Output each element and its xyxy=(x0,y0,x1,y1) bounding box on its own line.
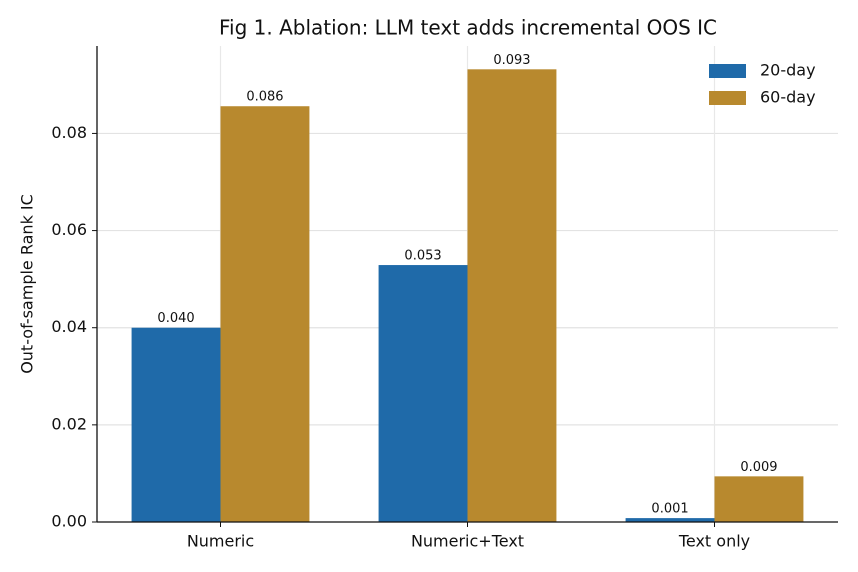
legend-swatch xyxy=(709,91,746,105)
value-label: 0.001 xyxy=(651,502,688,517)
y-tick-label: 0.00 xyxy=(51,512,87,531)
legend-swatch xyxy=(709,64,746,78)
bar xyxy=(131,327,221,522)
legend-label: 20-day xyxy=(760,61,816,80)
x-tick-label: Text only xyxy=(678,532,750,551)
x-tick-label: Numeric xyxy=(187,532,254,551)
x-tick-label: Numeric+Text xyxy=(411,532,524,551)
y-tick-label: 0.08 xyxy=(51,123,87,142)
bar xyxy=(220,106,310,522)
value-label: 0.009 xyxy=(740,460,777,475)
y-tick-label: 0.04 xyxy=(51,317,87,336)
bar xyxy=(625,518,715,522)
y-tick-label: 0.02 xyxy=(51,414,87,433)
legend-label: 60-day xyxy=(760,88,816,107)
value-label: 0.086 xyxy=(246,90,283,105)
bar xyxy=(378,265,468,522)
bar xyxy=(467,69,557,523)
y-axis-label: Out-of-sample Rank IC xyxy=(18,194,37,374)
value-label: 0.053 xyxy=(404,249,441,264)
bar xyxy=(714,476,804,522)
y-tick-label: 0.06 xyxy=(51,220,87,239)
value-label: 0.093 xyxy=(493,53,530,68)
chart-title: Fig 1. Ablation: LLM text adds increment… xyxy=(219,16,717,40)
value-label: 0.040 xyxy=(157,311,194,326)
